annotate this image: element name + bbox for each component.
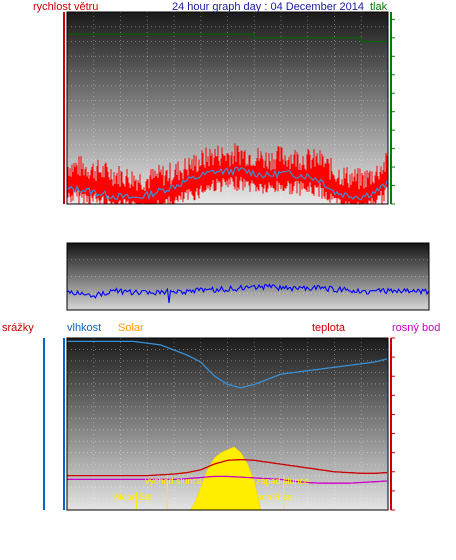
label-vlhkost: vlhkost (67, 322, 101, 334)
label-solar: Solar (118, 322, 144, 334)
panel-3-frame (66, 337, 389, 511)
humidity-line (67, 340, 388, 389)
panel-wind-direction (66, 242, 430, 311)
wind-direction-line (66, 283, 429, 304)
temperature-line (67, 458, 388, 477)
panel-3-series (67, 340, 388, 511)
annotation-moonset: Moon Set (114, 492, 153, 502)
chart-title: 24 hour graph day : 04 December 2014 (172, 1, 364, 13)
wind-average-line (66, 166, 388, 201)
wind-speed-label: rychlost větru (33, 1, 98, 13)
annotation-moonrise: Moon Rise (249, 492, 292, 502)
annotation-sunrise: východ slunce (145, 476, 202, 486)
dew-point-line (67, 475, 388, 484)
panel-2-series (66, 283, 429, 304)
panel-temp-humidity: srážky vlhkost Solar teplota rosný bod v… (2, 322, 440, 511)
panel-2-frame (66, 242, 430, 311)
panel-3-ticks (391, 337, 395, 511)
panel-1-series (66, 33, 388, 204)
pressure-line (67, 33, 388, 43)
panel-2-plot-area (67, 243, 429, 310)
solar-area (189, 446, 262, 511)
panel-1-frame (66, 11, 389, 205)
label-teplota: teplota (312, 322, 346, 334)
label-srazky: srážky (2, 322, 34, 334)
annotation-sunset: západ slunce (256, 476, 309, 486)
panel-wind-pressure: rychlost větru 24 hour graph day : 04 De… (33, 1, 395, 205)
pressure-label: tlak (370, 1, 388, 13)
panel-1-ticks (391, 18, 395, 205)
label-rosny-bod: rosný bod (392, 322, 440, 334)
